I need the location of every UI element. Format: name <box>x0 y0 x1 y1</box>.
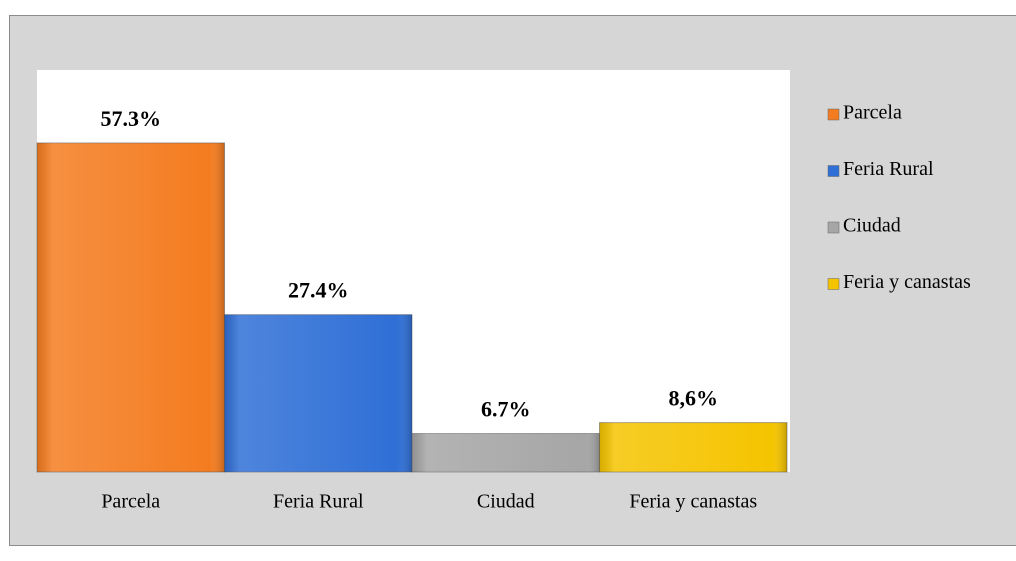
legend-label: Feria y canastas <box>843 271 971 293</box>
legend-swatch <box>828 109 839 120</box>
bar-shade <box>225 315 413 472</box>
x-tick-label: Feria Rural <box>273 491 364 513</box>
x-tick-label: Parcela <box>101 491 160 513</box>
legend-label: Ciudad <box>843 215 901 237</box>
value-label: 8,6% <box>669 386 719 411</box>
value-label: 27.4% <box>288 278 349 303</box>
legend-swatch <box>828 222 839 233</box>
value-label: 6.7% <box>481 397 531 422</box>
value-label: 57.3% <box>101 106 162 131</box>
bar-shade <box>412 434 600 472</box>
bar-shade <box>37 143 225 472</box>
x-tick-label: Feria y canastas <box>629 491 757 513</box>
legend-label: Feria Rural <box>843 158 934 180</box>
legend-swatch <box>828 166 839 177</box>
legend-label: Parcela <box>843 102 902 124</box>
x-tick-label: Ciudad <box>477 491 535 513</box>
legend-swatch <box>828 279 839 290</box>
bar-shade <box>600 423 788 472</box>
